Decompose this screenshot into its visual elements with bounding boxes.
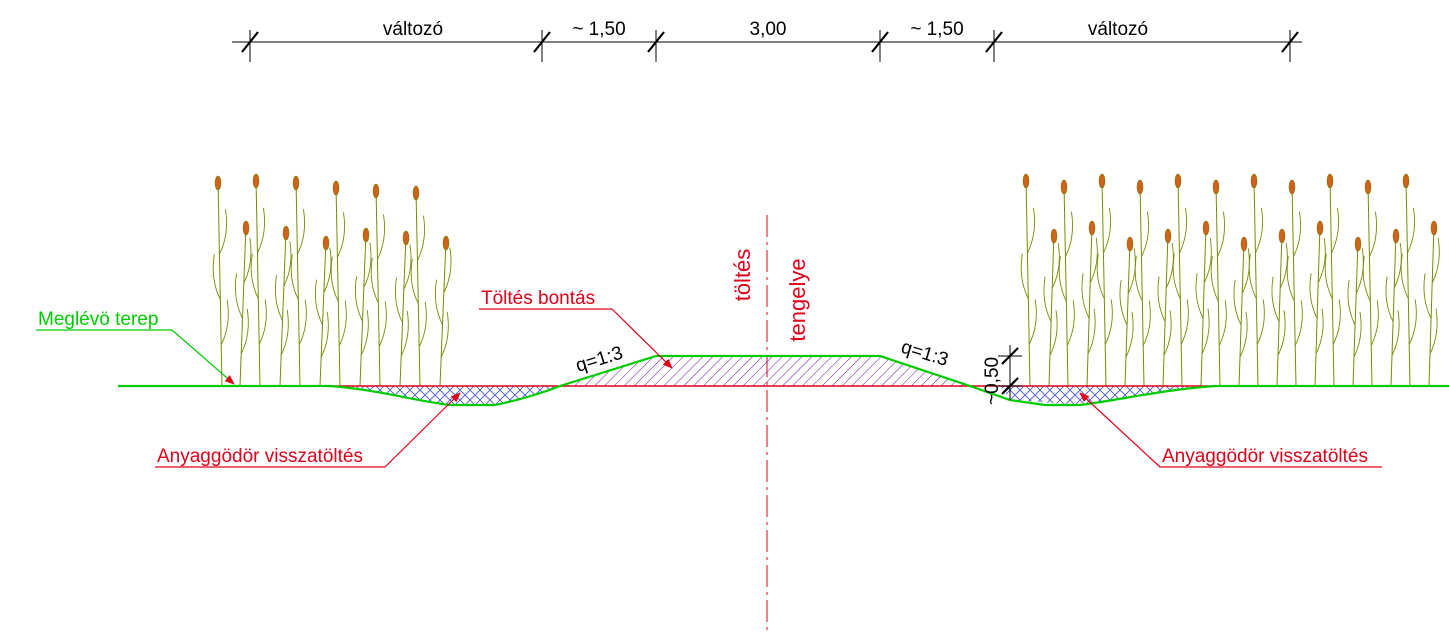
- axis-label: töltés tengelye: [730, 249, 810, 342]
- reed-vegetation-left: [213, 174, 451, 386]
- depth-label: ~0,50: [982, 357, 1003, 405]
- existing-ground-text: Meglévö terep: [38, 309, 158, 330]
- borrow-pit-label-left: Anyaggödör visszatöltés: [155, 393, 460, 467]
- borrow-pit-label-right: Anyaggödör visszatöltés: [1080, 393, 1382, 467]
- existing-ground-label: Meglévö terep: [36, 309, 234, 384]
- borrow-pit-fill-left: [250, 386, 560, 405]
- axis-label-line2: tengelye: [785, 258, 810, 341]
- dim-right-berm: ~ 1,50: [910, 19, 963, 40]
- borrow-pit-text-left: Anyaggödör visszatöltés: [157, 446, 363, 467]
- dimension-chain: változó ~ 1,50 3,00 ~ 1,50 változó: [232, 19, 1302, 62]
- embankment-removal-text: Töltés bontás: [481, 288, 595, 309]
- dim-right-variable: változó: [1088, 19, 1148, 40]
- dim-left-berm: ~ 1,50: [572, 19, 625, 40]
- reed-vegetation-right: [1021, 174, 1439, 386]
- axis-label-line1: töltés: [730, 249, 755, 302]
- dim-left-variable: változó: [383, 19, 443, 40]
- dim-crest-width: 3,00: [750, 19, 787, 40]
- borrow-pit-text-right: Anyaggödör visszatöltés: [1162, 446, 1368, 467]
